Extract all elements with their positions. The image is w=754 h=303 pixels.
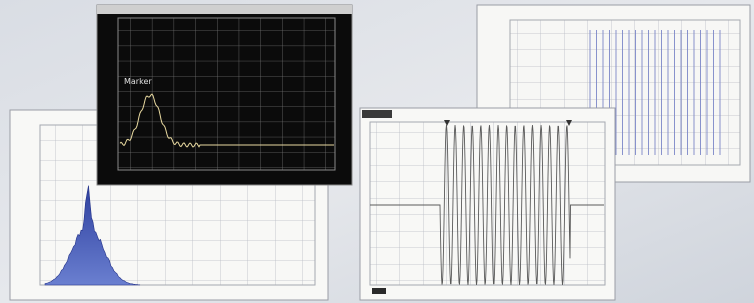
collage: Marker — [0, 0, 754, 303]
title-bar — [97, 5, 352, 14]
plot-grid — [118, 18, 335, 170]
panel-scope — [360, 108, 615, 300]
status-box — [372, 288, 386, 294]
panel-analyzer: Marker — [97, 5, 352, 185]
marker-label: Marker — [124, 77, 152, 86]
toolbar — [362, 110, 392, 118]
